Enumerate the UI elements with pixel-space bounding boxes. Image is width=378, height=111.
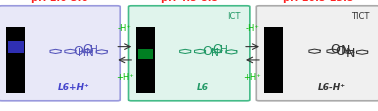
FancyBboxPatch shape	[0, 6, 120, 101]
Text: N: N	[211, 48, 219, 58]
FancyBboxPatch shape	[256, 6, 378, 101]
Text: N: N	[346, 47, 355, 60]
Text: pH 4.5-8.5: pH 4.5-8.5	[161, 0, 218, 3]
Bar	[6, 27, 25, 93]
Text: H: H	[90, 45, 98, 55]
Text: -H⁺: -H⁺	[118, 24, 132, 33]
Text: N: N	[341, 44, 350, 57]
Bar	[8, 41, 24, 53]
Text: -H⁺: -H⁺	[246, 24, 259, 33]
Text: pH 1.0-3.0: pH 1.0-3.0	[31, 0, 88, 3]
Text: L6: L6	[197, 83, 209, 92]
Text: ICT: ICT	[227, 12, 240, 21]
Text: H: H	[220, 45, 228, 55]
Text: +H⁺: +H⁺	[116, 73, 133, 82]
Bar	[138, 49, 153, 59]
Text: L6-H⁺: L6-H⁺	[318, 83, 346, 92]
Text: L6+H⁺: L6+H⁺	[57, 83, 89, 92]
Bar	[136, 27, 155, 93]
Text: HN: HN	[78, 48, 93, 58]
Text: +H⁺: +H⁺	[244, 73, 261, 82]
Text: O: O	[73, 45, 83, 58]
Text: O: O	[335, 45, 345, 58]
FancyBboxPatch shape	[129, 6, 250, 101]
Bar	[264, 27, 283, 93]
Text: O: O	[330, 43, 340, 56]
Text: O: O	[203, 45, 212, 58]
Text: O: O	[212, 43, 222, 56]
Text: O: O	[82, 43, 92, 56]
Text: pH 10.5-13.5: pH 10.5-13.5	[283, 0, 353, 3]
Text: TICT: TICT	[351, 12, 370, 21]
